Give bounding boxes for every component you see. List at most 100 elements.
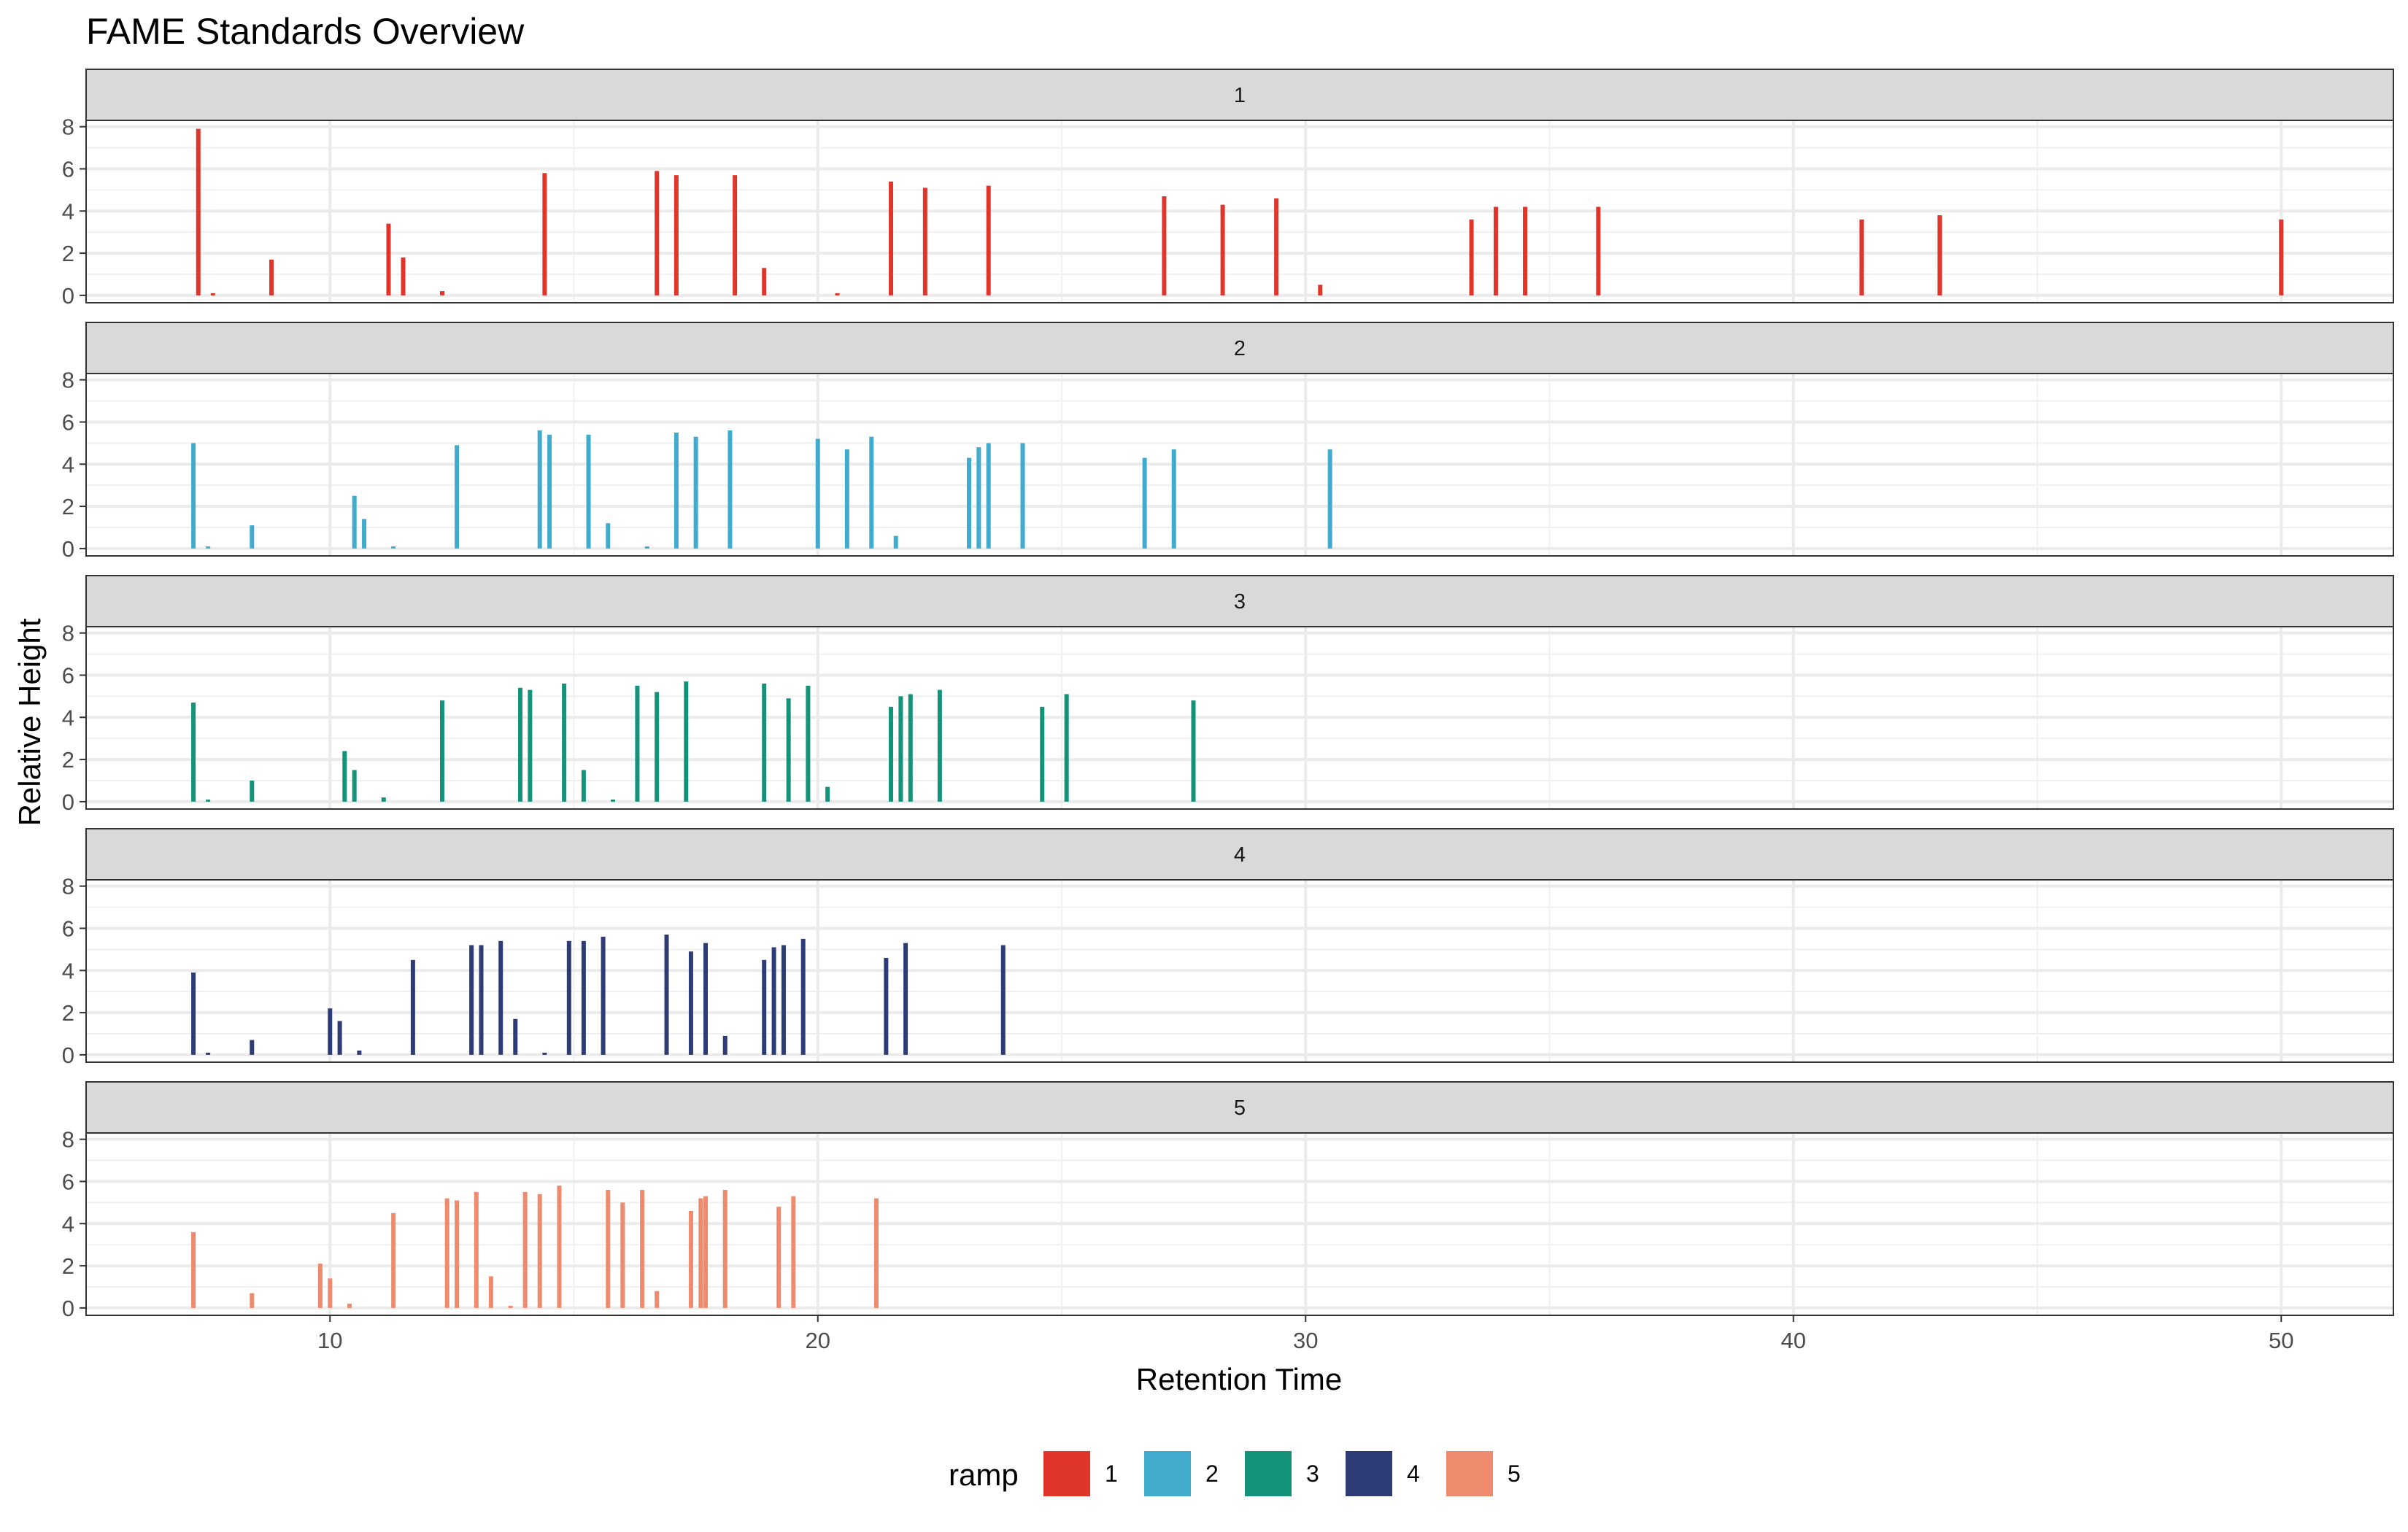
legend-key-3 — [1245, 1451, 1292, 1496]
bar — [1469, 219, 1474, 295]
bar — [566, 940, 571, 1055]
bar — [1040, 706, 1045, 802]
bar — [635, 685, 640, 802]
bar — [328, 1278, 333, 1308]
bar — [498, 940, 503, 1055]
y-tick-label: 0 — [62, 789, 74, 815]
bar — [937, 689, 942, 802]
bar — [1171, 449, 1176, 549]
y-tick-label: 8 — [62, 115, 74, 140]
bar — [562, 684, 567, 802]
bar — [601, 937, 606, 1055]
legend-key-4 — [1346, 1451, 1392, 1496]
bar — [703, 943, 708, 1055]
bar — [733, 175, 738, 295]
bar — [791, 1196, 796, 1308]
bar — [762, 268, 767, 295]
bar — [786, 698, 791, 802]
bar — [908, 694, 913, 802]
bar — [386, 223, 391, 295]
y-tick-label: 4 — [62, 452, 74, 477]
bar — [664, 935, 669, 1055]
bar — [976, 447, 981, 549]
bar — [620, 1202, 625, 1308]
bar — [206, 546, 211, 549]
y-tick-label: 2 — [62, 1000, 74, 1026]
bar — [557, 1185, 562, 1308]
bar — [479, 945, 484, 1055]
bar — [522, 1191, 528, 1308]
bar — [1142, 457, 1147, 549]
bar — [835, 293, 840, 295]
bar — [206, 1052, 211, 1055]
x-tick-label: 30 — [1293, 1328, 1318, 1353]
bar — [391, 1212, 396, 1308]
y-tick-label: 4 — [62, 198, 74, 224]
y-tick-label: 2 — [62, 1253, 74, 1279]
facet-strip — [85, 575, 2394, 627]
bar — [684, 681, 689, 802]
x-tick-label: 50 — [2269, 1328, 2293, 1353]
bar — [800, 938, 806, 1055]
bar — [776, 1207, 782, 1308]
bar — [655, 1291, 660, 1308]
y-tick-label: 8 — [62, 1127, 74, 1153]
bar — [889, 706, 894, 802]
bar — [342, 751, 347, 802]
x-tick-label: 20 — [806, 1328, 830, 1353]
bar — [542, 1052, 547, 1055]
bar — [1162, 196, 1167, 295]
facet-panel-4: 4 0 2 4 6 8 — [62, 828, 2394, 1068]
bar — [513, 1018, 518, 1055]
y-tick-label: 4 — [62, 1211, 74, 1237]
bar — [806, 685, 811, 802]
bar — [455, 1200, 460, 1308]
bar — [728, 430, 733, 549]
bar — [250, 780, 255, 802]
bar — [606, 1190, 611, 1308]
bar — [547, 434, 552, 549]
bar — [528, 689, 533, 802]
bar — [869, 436, 874, 549]
y-tick-label: 8 — [62, 621, 74, 646]
bar — [986, 185, 991, 295]
bar — [352, 495, 357, 549]
y-tick-label: 0 — [62, 1296, 74, 1321]
bar — [1318, 285, 1323, 295]
bar — [640, 1190, 645, 1308]
bar — [444, 1198, 449, 1308]
bar — [508, 1305, 513, 1308]
y-tick-label: 8 — [62, 368, 74, 393]
facet-strip-label: 4 — [1234, 843, 1246, 867]
bar — [191, 703, 196, 802]
facet-strip — [85, 1081, 2394, 1134]
x-tick-label: 10 — [317, 1328, 342, 1353]
bar — [455, 445, 460, 549]
chart-title: FAME Standards Overview — [86, 11, 525, 52]
y-tick-label: 6 — [62, 916, 74, 941]
bar — [1596, 206, 1601, 295]
facet-strip-label: 3 — [1234, 590, 1246, 614]
bar — [440, 700, 445, 802]
facet-panels: 1 0 2 4 6 8 2 0 2 4 6 8 3 0 2 4 6 8 4 0 2 4 6 8 5 0 2 4 6 8 — [62, 69, 2394, 1321]
bar — [986, 443, 991, 549]
bar — [606, 523, 611, 549]
legend-title: ramp — [949, 1458, 1019, 1492]
bar — [1191, 700, 1196, 802]
bar — [206, 799, 211, 802]
bar — [347, 1304, 352, 1308]
bar — [196, 128, 201, 295]
bar — [762, 959, 767, 1055]
bar — [1000, 945, 1006, 1055]
bar — [889, 181, 894, 295]
bar — [328, 1008, 333, 1055]
facet-panel-2: 2 0 2 4 6 8 — [62, 322, 2394, 562]
bar — [844, 449, 849, 549]
bar — [391, 546, 396, 549]
facet-strip-label: 2 — [1234, 337, 1246, 360]
bar — [357, 1051, 362, 1055]
y-tick-label: 6 — [62, 662, 74, 688]
y-tick-label: 6 — [62, 1169, 74, 1194]
bar — [381, 797, 386, 802]
bar — [893, 535, 898, 549]
